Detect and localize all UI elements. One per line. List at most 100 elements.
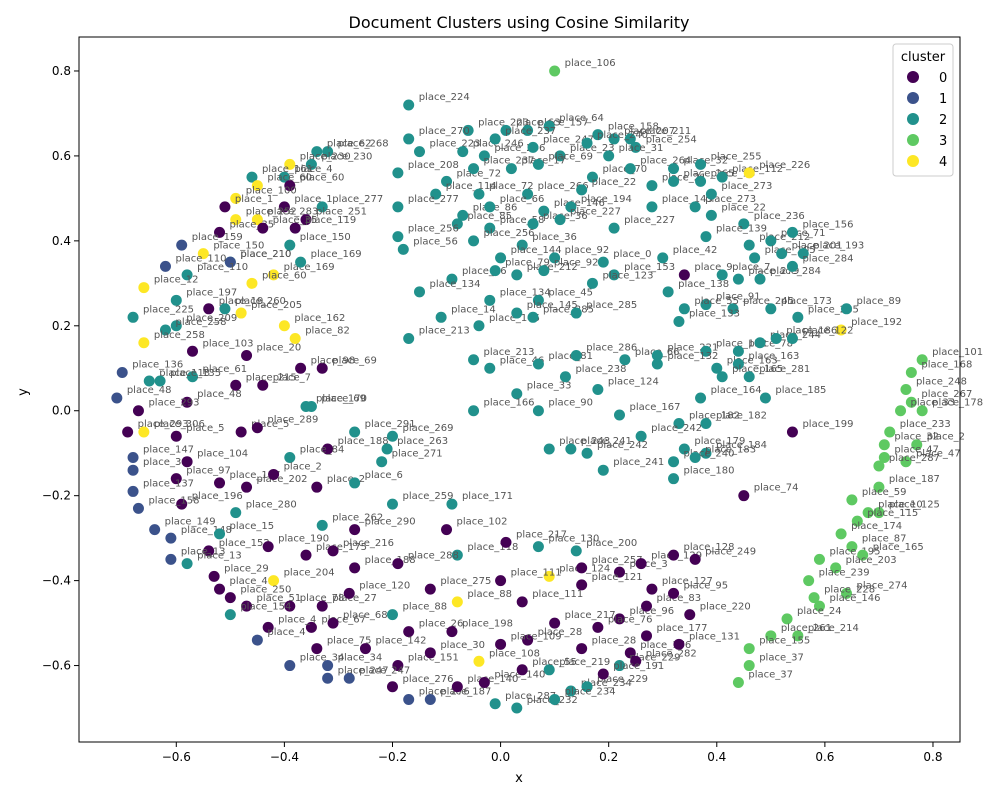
point-label: place_209 [186, 313, 237, 324]
data-point [176, 498, 188, 510]
point-label: place_105 [765, 245, 816, 256]
point-label: place_248 [916, 377, 967, 388]
data-point [181, 456, 193, 468]
data-point [381, 443, 393, 455]
data-point [327, 617, 339, 629]
data-point [246, 277, 258, 289]
data-point [127, 451, 139, 463]
point-label: place_283 [267, 207, 318, 218]
point-label: place_284 [770, 266, 821, 277]
data-point [349, 477, 361, 489]
data-point [635, 430, 647, 442]
point-label: place_261 [781, 623, 832, 634]
point-label: place_250 [240, 585, 291, 596]
data-point [403, 133, 415, 145]
point-label: place_285 [808, 304, 859, 315]
point-label: place_306 [154, 419, 205, 430]
data-point [576, 579, 588, 591]
point-label: place_60 [267, 173, 312, 184]
point-label: place_161 [262, 164, 313, 175]
point-label: place_214 [808, 623, 859, 634]
data-point [451, 549, 463, 561]
data-point [230, 379, 242, 391]
data-point [316, 362, 328, 374]
data-point [570, 545, 582, 557]
point-label: place_101 [932, 347, 983, 358]
point-label: place_192 [851, 317, 902, 328]
data-point [516, 664, 528, 676]
data-point [624, 647, 636, 659]
point-label: place_12 [154, 275, 199, 286]
data-point [646, 201, 658, 213]
point-label: place_37 [748, 670, 793, 681]
point-label: place_1 [294, 194, 332, 205]
data-point [732, 677, 744, 689]
data-point [284, 239, 296, 251]
data-point [516, 596, 528, 608]
data-point [170, 320, 182, 332]
data-point [478, 677, 490, 689]
data-point [284, 158, 296, 170]
point-label: place_134 [500, 287, 551, 298]
point-label: place_247 [338, 665, 389, 676]
point-label: place_185 [775, 385, 826, 396]
point-label: place_56 [413, 236, 458, 247]
point-label: place_142 [375, 636, 426, 647]
point-label: place_207 [624, 126, 675, 137]
point-label: place_274 [856, 580, 907, 591]
data-point [278, 320, 290, 332]
point-label: place_92 [554, 258, 599, 269]
point-label: place_227 [570, 207, 621, 218]
legend-entry-label: 3 [939, 134, 947, 149]
point-label: place_66 [500, 194, 545, 205]
point-label: place_254 [646, 134, 697, 145]
y-tick-label: 0.6 [52, 149, 71, 163]
data-point [489, 698, 501, 710]
point-label: place_268 [338, 139, 389, 150]
point-label: place_85 [467, 211, 512, 222]
data-point [900, 384, 912, 395]
data-point [603, 150, 615, 162]
point-label: place_55 [532, 657, 577, 668]
data-point [846, 541, 858, 553]
data-point [305, 621, 317, 633]
point-label: place_197 [186, 287, 237, 298]
point-label: place_190 [278, 534, 329, 545]
data-point [111, 392, 123, 404]
data-point [613, 660, 625, 672]
point-label: place_89 [856, 296, 901, 307]
data-point [695, 392, 707, 404]
point-label: place_256 [484, 228, 535, 239]
data-point [732, 358, 744, 370]
legend-marker [907, 155, 919, 167]
data-point [489, 265, 501, 277]
data-point [316, 201, 328, 213]
data-point [695, 175, 707, 187]
point-label: place_33 [527, 381, 572, 392]
data-point [457, 146, 469, 158]
point-label: place_220 [700, 602, 751, 613]
data-point [873, 460, 885, 472]
data-point [251, 634, 263, 646]
point-label: place_247 [543, 134, 594, 145]
point-label: place_42 [673, 245, 718, 256]
point-label: place_100 [246, 185, 297, 196]
data-point [311, 146, 323, 158]
data-point [397, 243, 409, 255]
point-label: place_88 [402, 602, 447, 613]
point-label: place_7 [732, 262, 770, 273]
point-label: place_266 [538, 181, 589, 192]
point-label: place_165 [873, 542, 924, 553]
point-label: place_177 [657, 623, 708, 634]
data-point [884, 426, 896, 438]
point-label: place_124 [608, 377, 659, 388]
data-point [322, 443, 334, 455]
data-point [473, 655, 485, 667]
data-point [673, 417, 685, 429]
y-tick-label: 0.0 [52, 404, 71, 418]
point-label: place_238 [575, 364, 626, 375]
point-label: place_223 [478, 117, 529, 128]
legend-marker [907, 113, 919, 125]
data-point [873, 507, 885, 519]
data-point [689, 553, 701, 565]
